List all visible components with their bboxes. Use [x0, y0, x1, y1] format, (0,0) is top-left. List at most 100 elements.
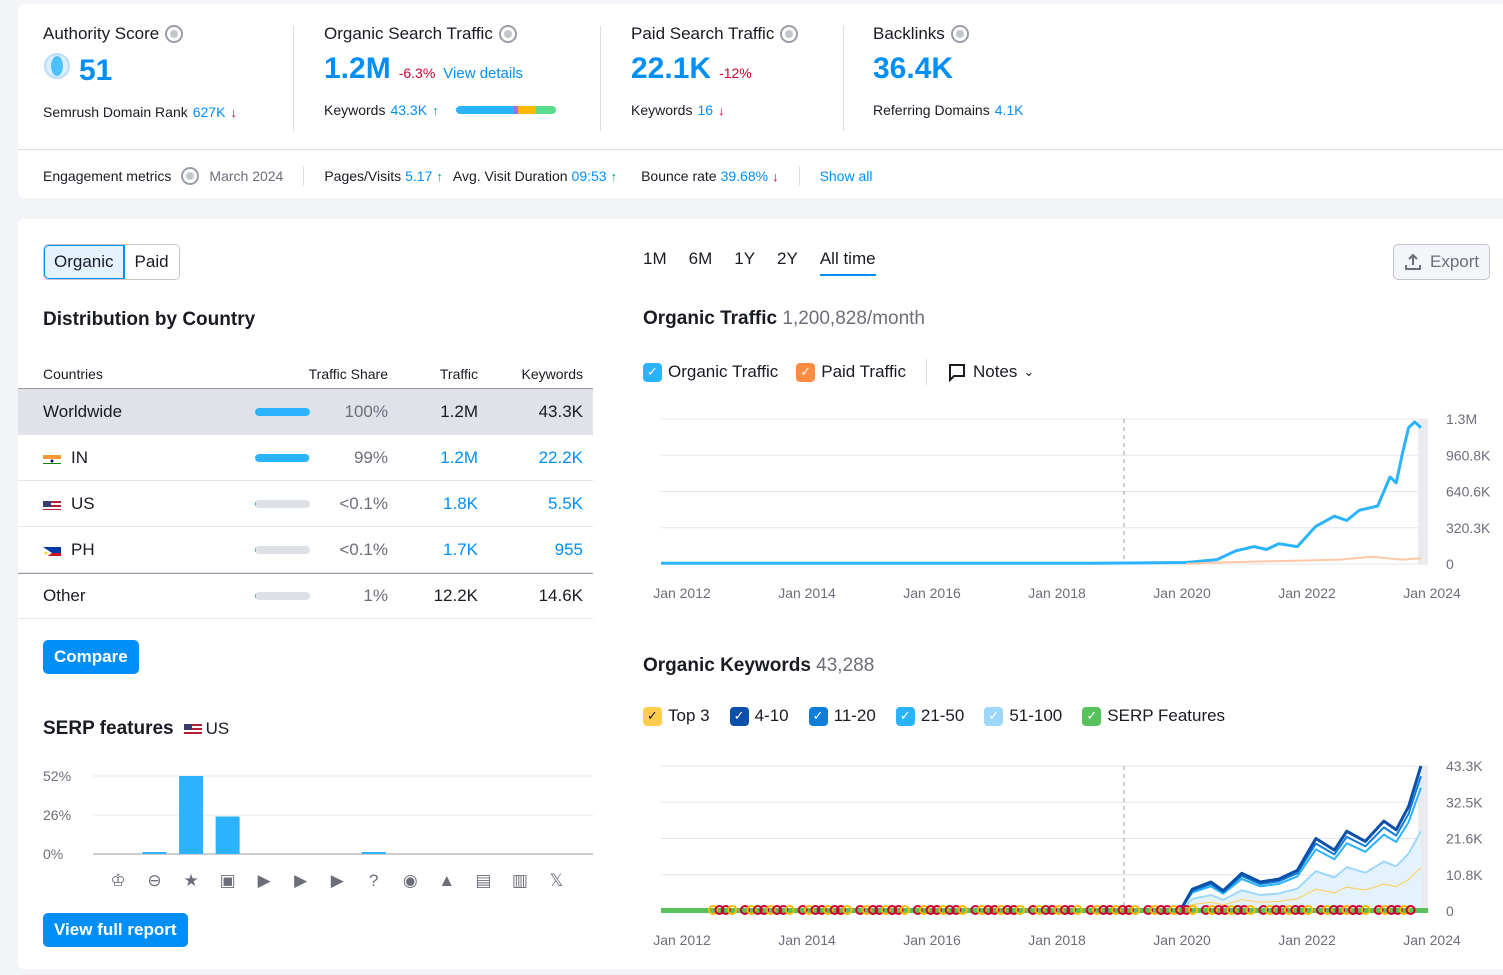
- paid-traffic-value[interactable]: 22.1K: [631, 52, 712, 85]
- table-row[interactable]: Worldwide 100% 1.2M 43.3K: [18, 389, 593, 435]
- serp-feature-marker: [1092, 905, 1102, 915]
- y-tick-label: 10.8K: [1446, 867, 1483, 883]
- domain-rank-value[interactable]: 627K: [192, 104, 226, 120]
- serp-feature-marker: [880, 905, 891, 915]
- x-tick-label: Jan 2016: [903, 932, 961, 948]
- chevron-down-icon: ⌄: [1023, 364, 1035, 379]
- legend-51-100[interactable]: ✓ 51-100: [984, 706, 1062, 726]
- info-icon[interactable]: [181, 167, 200, 185]
- export-icon: [1405, 253, 1421, 270]
- keywords-value[interactable]: 22.2K: [538, 447, 583, 467]
- keywords-value[interactable]: 955: [554, 539, 583, 559]
- show-all-link[interactable]: Show all: [819, 168, 873, 184]
- compare-button[interactable]: Compare: [43, 640, 139, 674]
- traffic-value[interactable]: 1.8K: [443, 493, 478, 513]
- authority-score-label: Authority Score: [43, 24, 160, 43]
- serp-feature-marker: [1200, 905, 1211, 915]
- notes-dropdown[interactable]: Notes ⌄: [947, 362, 1034, 382]
- tab-2y[interactable]: 2Y: [777, 249, 798, 268]
- table-header: Countries Traffic Share Traffic Keywords: [18, 359, 593, 389]
- serp-feature-marker: [855, 905, 866, 915]
- tab-all-time[interactable]: All time: [819, 249, 876, 276]
- serp-feature-marker: [912, 905, 923, 915]
- serp-feature-marker: [816, 905, 827, 915]
- info-icon[interactable]: [165, 25, 184, 43]
- view-full-report-button[interactable]: View full report: [43, 913, 188, 947]
- arrow-up-icon: ↑: [432, 102, 439, 118]
- info-icon[interactable]: [498, 25, 517, 43]
- serp-feature-marker: [1373, 905, 1384, 915]
- traffic-value[interactable]: 1.7K: [443, 539, 478, 559]
- serp-feature-marker: [1162, 905, 1173, 915]
- view-details-link[interactable]: View details: [443, 65, 524, 82]
- country-name: Worldwide: [43, 401, 123, 421]
- serp-feature-marker: [727, 905, 738, 915]
- tab-6m[interactable]: 6M: [688, 249, 713, 268]
- serp-feature-marker: [1348, 905, 1358, 915]
- country-name[interactable]: IN: [71, 447, 88, 467]
- legend-serp-features[interactable]: ✓ SERP Features: [1082, 706, 1225, 726]
- serp-feature-marker: [759, 905, 770, 915]
- export-button[interactable]: Export: [1393, 244, 1491, 280]
- country-name[interactable]: US: [71, 493, 95, 513]
- traffic-value[interactable]: 1.2M: [440, 447, 478, 467]
- paid-traffic-line: [1186, 555, 1421, 565]
- serp-feature-marker: [1380, 905, 1390, 915]
- backlinks-value[interactable]: 36.4K: [873, 52, 954, 85]
- organic-traffic-value[interactable]: 1.2M: [324, 52, 391, 85]
- organic-keywords-chart: 43.3K 32.5K 21.6K 10.8K 0 Jan 2012 Jan 2014 Jan…: [653, 758, 1483, 948]
- serp-feature-marker: [1322, 905, 1333, 915]
- serp-feature-marker: [1258, 905, 1269, 915]
- paid-keywords-value[interactable]: 16: [697, 102, 714, 118]
- checkbox-icon: ✓: [895, 706, 915, 726]
- checkbox-icon: ✓: [808, 706, 828, 726]
- keywords-value[interactable]: 5.5K: [548, 493, 583, 513]
- question-icon: ?: [369, 871, 378, 890]
- checkbox-icon: ✓: [643, 706, 662, 726]
- legend-organic-traffic[interactable]: ✓ Organic Traffic: [643, 362, 778, 382]
- video-box-icon: ▶: [294, 871, 308, 890]
- serp-feature-marker: [829, 905, 840, 915]
- country-name[interactable]: PH: [71, 539, 95, 559]
- serp-feature-marker: [1168, 905, 1179, 915]
- organic-traffic-chart: 1.3M 960.8K 640.6K 320.3K 0 Jan 2012 Jan 2014 J…: [653, 411, 1491, 601]
- x-tick-label: Jan 2022: [1278, 932, 1336, 948]
- table-row[interactable]: US <0.1% 1.8K 5.5K: [18, 481, 593, 527]
- serp-feature-marker: [1335, 905, 1346, 915]
- y-tick-label: 960.8K: [1446, 447, 1491, 463]
- checkbox-icon: ✓: [729, 706, 749, 726]
- y-tick-label: 640.6K: [1446, 484, 1491, 500]
- tab-1y[interactable]: 1Y: [734, 249, 756, 268]
- legend-paid-traffic[interactable]: ✓ Paid Traffic: [796, 362, 906, 382]
- current-period-band: [1418, 766, 1428, 911]
- legend-11-20[interactable]: ✓ 11-20: [808, 706, 876, 726]
- link-icon: ⊖: [147, 871, 161, 890]
- engagement-date: March 2024: [209, 168, 284, 184]
- legend-21-50[interactable]: ✓ 21-50: [895, 706, 964, 726]
- info-icon[interactable]: [780, 25, 799, 43]
- authority-score-value[interactable]: 51: [79, 54, 113, 87]
- table-row[interactable]: IN 99% 1.2M 22.2K: [18, 435, 593, 481]
- serp-feature-marker: [1264, 905, 1275, 915]
- image-icon: ▣: [220, 871, 236, 890]
- share-bar: [255, 545, 310, 554]
- organic-toggle-button[interactable]: Organic: [44, 245, 125, 279]
- organic-traffic-heading: Organic Traffic 1,200,828/month: [643, 308, 925, 330]
- organic-keywords-heading: Organic Keywords 43,288: [643, 655, 874, 677]
- serp-country[interactable]: US: [205, 719, 230, 738]
- keywords-value[interactable]: 43.3K: [390, 102, 428, 118]
- keywords-4-10-line: [661, 765, 1423, 913]
- domain-rank-label: Semrush Domain Rank: [43, 104, 188, 120]
- info-icon[interactable]: [950, 25, 969, 43]
- legend-4-10[interactable]: ✓ 4-10: [729, 706, 789, 726]
- news-icon: ▤: [475, 871, 491, 890]
- referring-domains-value[interactable]: 4.1K: [994, 102, 1024, 118]
- serp-feature-marker: [1207, 905, 1218, 915]
- country-name: Other: [43, 586, 86, 605]
- legend-top3[interactable]: ✓ Top 3: [643, 706, 710, 726]
- paid-toggle-button[interactable]: Paid: [134, 252, 169, 271]
- serp-feature-marker: [925, 905, 936, 915]
- tab-1m[interactable]: 1M: [643, 249, 667, 268]
- keywords-11-20-line: [661, 775, 1422, 912]
- table-row[interactable]: PH <0.1% 1.7K 955: [18, 527, 593, 573]
